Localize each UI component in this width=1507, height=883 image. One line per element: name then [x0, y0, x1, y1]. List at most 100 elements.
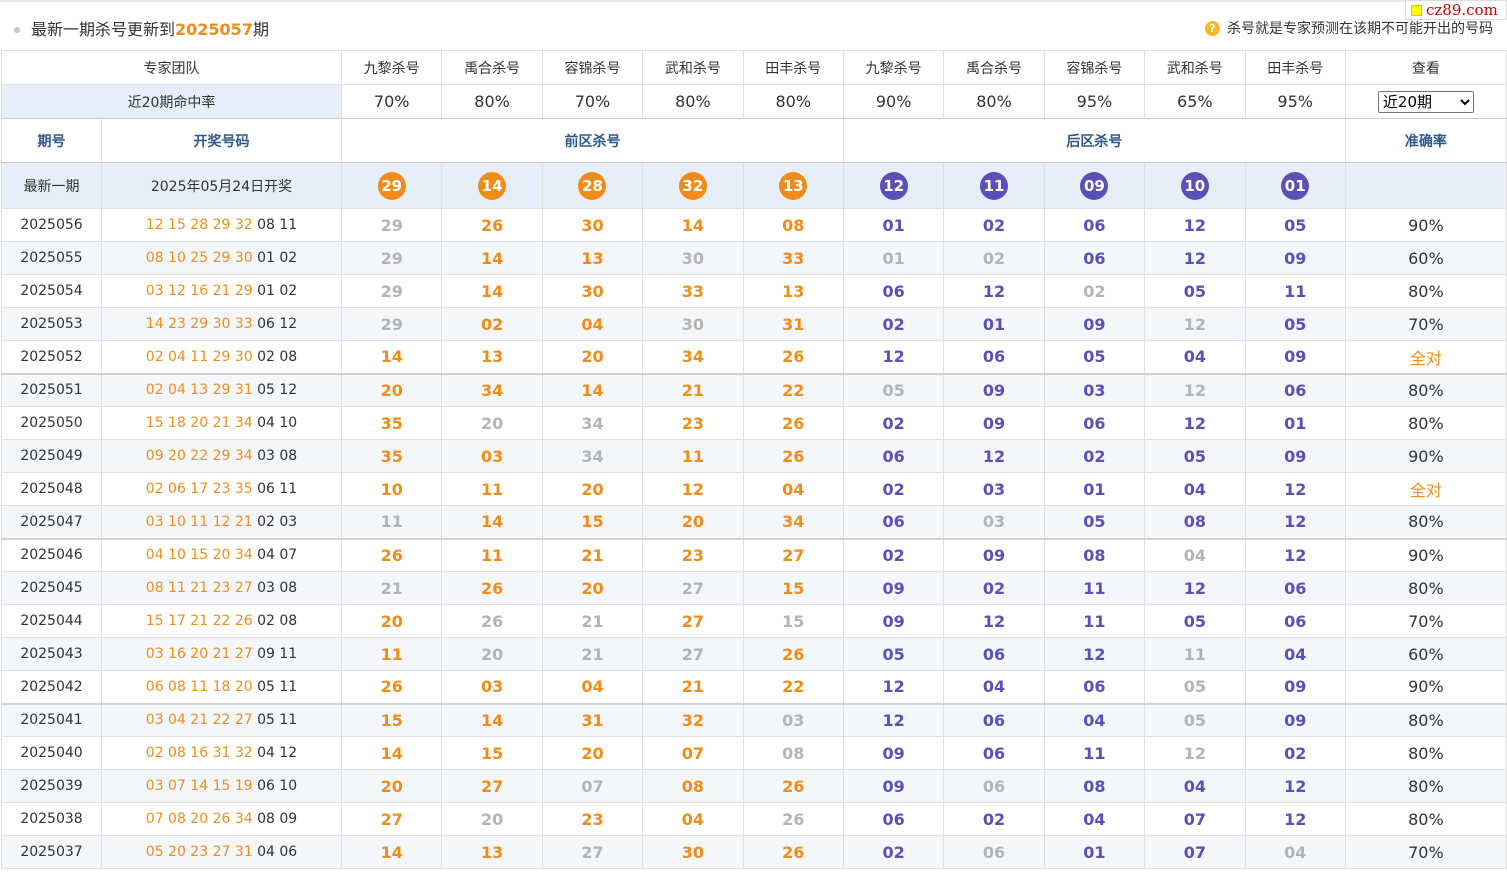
back-kill-cell: 02 — [943, 241, 1045, 275]
kill-number-missed: 29 — [380, 215, 403, 235]
kill-number-correct: 04 — [581, 314, 604, 334]
kill-number-correct: 02 — [882, 413, 905, 433]
period-number: 2025048 — [1, 472, 102, 506]
kill-number-missed: 06 — [982, 842, 1006, 862]
back-kill-cell: 06 — [842, 439, 945, 473]
kill-number-correct: 09 — [882, 743, 905, 763]
kill-number-missed: 12 — [1183, 314, 1206, 334]
accuracy-value: 90% — [1408, 545, 1444, 565]
period-range-select[interactable]: 近20期 — [1377, 90, 1474, 113]
table-row: 2025055 08 10 25 29 30 01 02 29 14 13 30 33 01 0… — [1, 241, 1507, 275]
front-kill-cell: 21 — [642, 372, 744, 407]
front-draw-numbers: 03 10 11 12 21 — [145, 513, 253, 530]
draw-numbers: 03 16 20 21 27 09 11 — [101, 637, 342, 671]
accuracy-cell: 80% — [1344, 406, 1507, 440]
draw-numbers: 08 10 25 29 30 01 02 — [101, 241, 342, 275]
kill-number-correct: 15 — [581, 512, 604, 532]
kill-number-missed: 08 — [782, 743, 805, 763]
front-draw-numbers: 07 08 20 26 34 — [145, 811, 253, 827]
kill-number-correct: 12 — [1183, 248, 1206, 268]
back-kill-cell: 06 — [943, 340, 1045, 374]
front-kill-cell: 13 — [742, 274, 844, 308]
front-kill-cell: 21 — [642, 670, 744, 704]
back-kill-cell: 01 — [842, 241, 945, 275]
kill-number-correct: 27 — [681, 611, 704, 631]
table-row: 2025040 02 08 16 31 32 04 12 14 15 20 07 08 09 0… — [1, 736, 1507, 770]
back-kill-cell: 11 — [1244, 274, 1346, 308]
hit-rate-value: 95% — [1244, 84, 1346, 119]
kill-number-correct: 07 — [1183, 809, 1206, 829]
front-kill-cell: 29 — [340, 274, 443, 308]
back-kill-cell: 09 — [842, 736, 945, 770]
front-ball-cell: 14 — [441, 162, 543, 209]
back-draw-numbers: 05 11 — [257, 678, 298, 695]
back-kill-ball: 12 — [879, 171, 908, 200]
back-kill-cell: 04 — [1144, 769, 1246, 803]
back-kill-cell: 12 — [1244, 769, 1346, 803]
kill-number-correct: 06 — [1284, 578, 1307, 598]
front-draw-numbers: 08 11 21 23 27 — [145, 580, 253, 596]
kill-number-correct: 02 — [882, 842, 905, 862]
front-kill-cell: 08 — [642, 769, 744, 803]
accuracy-cell: 60% — [1344, 637, 1507, 671]
front-kill-cell: 34 — [742, 505, 844, 539]
kill-number-missed: 05 — [1183, 677, 1206, 697]
period-number: 2025056 — [1, 208, 102, 242]
kill-number-correct: 01 — [882, 215, 905, 235]
back-kill-cell: 09 — [1244, 702, 1346, 737]
table-row: 2025052 02 04 11 29 30 02 08 14 13 20 34 26 12 0… — [1, 340, 1507, 374]
front-kill-cell: 03 — [441, 670, 543, 704]
hit-rate-value: 70% — [340, 84, 443, 119]
table-row: 2025044 15 17 21 22 26 02 08 20 26 21 27 15 09 1… — [1, 604, 1507, 638]
back-kill-cell: 05 — [1043, 505, 1146, 539]
kill-number-correct: 04 — [1083, 710, 1106, 730]
kill-number-correct: 31 — [581, 710, 604, 730]
back-kill-header: 后区杀号 — [842, 118, 1346, 163]
accuracy-value: 80% — [1408, 776, 1444, 796]
front-kill-cell: 22 — [742, 670, 844, 704]
front-kill-cell: 20 — [541, 340, 644, 374]
back-kill-cell: 12 — [1144, 406, 1246, 440]
front-ball-cell: 13 — [742, 162, 844, 209]
question-icon[interactable]: ? — [1205, 20, 1220, 36]
back-kill-cell: 09 — [842, 604, 945, 638]
expert-name: 武和杀号 — [642, 50, 744, 85]
front-kill-cell: 26 — [742, 406, 844, 440]
front-kill-cell: 34 — [541, 406, 644, 440]
kill-number-correct: 14 — [480, 248, 504, 268]
front-kill-cell: 14 — [441, 274, 543, 308]
update-title: 最新一期杀号更新到2025057期 — [31, 16, 269, 40]
draw-numbers: 02 08 16 31 32 04 12 — [101, 736, 342, 770]
accuracy-value: 60% — [1408, 248, 1444, 268]
front-draw-numbers: 06 08 11 18 20 — [145, 678, 253, 695]
hit-rate-label: 近20期命中率 — [1, 84, 342, 119]
front-kill-cell: 20 — [340, 769, 443, 803]
back-ball-cell: 10 — [1144, 162, 1246, 209]
back-kill-cell: 05 — [1244, 307, 1346, 341]
kill-number-correct: 12 — [1183, 578, 1206, 598]
period-number: 2025040 — [1, 736, 102, 770]
kill-number-correct: 15 — [380, 710, 403, 730]
draw-numbers: 09 20 22 29 34 03 08 — [101, 439, 342, 473]
front-kill-cell: 27 — [642, 637, 744, 671]
table-row: 2025050 15 18 20 21 34 04 10 35 20 34 23 26 02 0… — [1, 406, 1507, 440]
kill-number-correct: 06 — [882, 446, 905, 466]
kill-number-correct: 10 — [380, 479, 403, 499]
latest-issue-number: 2025057 — [175, 20, 253, 39]
kill-number-missed: 12 — [1183, 380, 1206, 400]
draw-numbers: 08 11 21 23 27 03 08 — [101, 571, 342, 605]
table-row: 2025046 04 10 15 20 34 04 07 26 11 21 23 27 02 0… — [1, 537, 1507, 572]
expert-name: 田丰杀号 — [1244, 50, 1346, 85]
back-kill-cell: 04 — [943, 670, 1045, 704]
latest-row: 最新一期 2025年05月24日开奖 29 14 28 32 13 12 11 … — [1, 162, 1507, 209]
kill-number-correct: 02 — [982, 809, 1006, 829]
accuracy-cell: 90% — [1344, 537, 1507, 572]
kill-number-correct: 30 — [581, 281, 604, 301]
back-kill-cell: 12 — [1244, 802, 1346, 836]
kill-number-correct: 08 — [782, 215, 805, 235]
front-kill-ball: 14 — [478, 171, 507, 200]
kill-number-correct: 12 — [1284, 545, 1307, 565]
draw-numbers: 02 06 17 23 35 06 11 — [101, 472, 342, 506]
kill-number-correct: 06 — [1083, 677, 1106, 697]
front-kill-cell: 23 — [541, 802, 644, 836]
